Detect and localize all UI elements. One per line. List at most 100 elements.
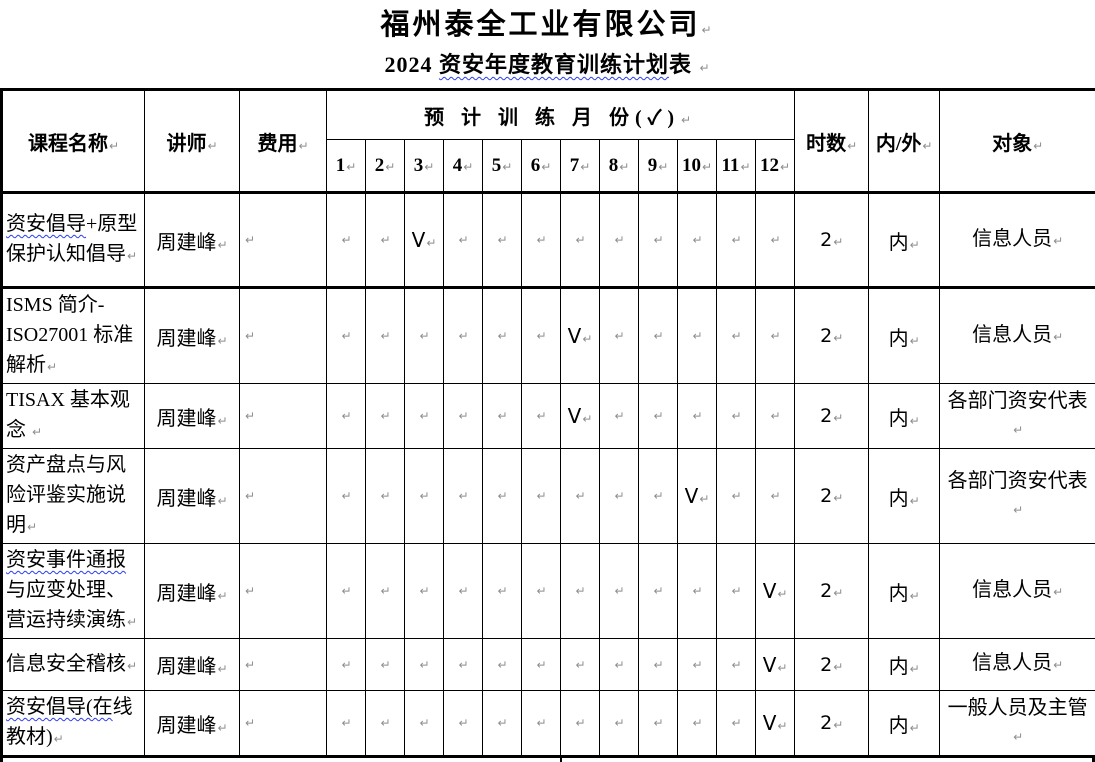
audience-cell: 一般人员及主管↵	[940, 691, 1095, 757]
paragraph-mark: ↵	[244, 716, 255, 730]
paragraph-mark: ↵	[535, 233, 546, 247]
paragraph-mark: ↵	[126, 659, 137, 673]
hours-value: 2	[820, 405, 832, 427]
paragraph-mark: ↵	[730, 409, 741, 423]
paragraph-mark: ↵	[909, 589, 920, 603]
lecturer-name: 周建峰	[156, 715, 216, 737]
paragraph-mark: ↵	[613, 584, 624, 598]
month-cell-3: V↵	[405, 193, 444, 288]
in-out-value: 内	[889, 715, 909, 737]
audience-value: 信息人员	[972, 652, 1052, 674]
paragraph-mark: ↵	[1032, 139, 1043, 153]
month-cell-4: ↵	[444, 691, 483, 757]
month-cell-5: ↵	[483, 691, 522, 757]
paragraph-mark: ↵	[1012, 730, 1023, 744]
fee-cell: ↵	[240, 384, 327, 449]
paragraph-mark: ↵	[832, 235, 843, 249]
paragraph-mark: ↵	[501, 160, 512, 174]
month-cell-1: ↵	[327, 544, 366, 639]
paragraph-mark: ↵	[701, 160, 712, 174]
header-month-3: 3↵	[405, 140, 444, 193]
paragraph-mark: ↵	[691, 329, 702, 343]
fee-cell: ↵	[240, 691, 327, 757]
month-cell-3: ↵	[405, 384, 444, 449]
paragraph-mark: ↵	[680, 113, 697, 127]
paragraph-mark: ↵	[340, 409, 351, 423]
course-cell: 资产盘点与风险评鉴实施说明↵	[2, 449, 145, 544]
month-cell-9: ↵	[639, 449, 678, 544]
paragraph-mark: ↵	[698, 492, 709, 506]
month-cell-10: V↵	[678, 449, 717, 544]
paragraph-mark: ↵	[698, 61, 710, 75]
paragraph-mark: ↵	[652, 658, 663, 672]
month-cell-8: ↵	[600, 449, 639, 544]
paragraph-mark: ↵	[418, 716, 429, 730]
paragraph-mark: ↵	[244, 233, 255, 247]
month-cell-12: V↵	[756, 639, 795, 691]
paragraph-mark: ↵	[216, 414, 227, 428]
paragraph-mark: ↵	[379, 409, 390, 423]
header-in-out: 内/外↵	[869, 90, 940, 193]
month-cell-3: ↵	[405, 288, 444, 384]
paragraph-mark: ↵	[297, 139, 308, 153]
month-cell-12: ↵	[756, 384, 795, 449]
in-out-value: 内	[889, 656, 909, 678]
paragraph-mark: ↵	[31, 425, 42, 439]
lecturer-name: 周建峰	[156, 408, 216, 430]
company-title-text: 福州泰全工业有限公司	[380, 9, 700, 41]
header-month-9: 9↵	[639, 140, 678, 193]
month-cell-1: ↵	[327, 639, 366, 691]
paragraph-mark: ↵	[776, 587, 787, 601]
hours-cell: 2↵	[795, 449, 869, 544]
paragraph-mark: ↵	[909, 721, 920, 735]
hours-cell: 2↵	[795, 193, 869, 288]
month-cell-11: ↵	[717, 639, 756, 691]
paragraph-mark: ↵	[457, 409, 468, 423]
lecturer-cell: 周建峰↵	[145, 544, 240, 639]
paragraph-mark: ↵	[613, 409, 624, 423]
month-cell-9: ↵	[639, 639, 678, 691]
header-month-6: 6↵	[522, 140, 561, 193]
text-segment: ISMS 简介-ISO27001 标准解析	[6, 294, 133, 376]
hours-value: 2	[820, 325, 832, 347]
paragraph-mark: ↵	[457, 329, 468, 343]
month-number: 12	[760, 155, 779, 176]
in-out-value: 内	[889, 408, 909, 430]
paragraph-mark: ↵	[535, 658, 546, 672]
paragraph-mark: ↵	[418, 329, 429, 343]
in-out-value: 内	[889, 583, 909, 605]
paragraph-mark: ↵	[535, 409, 546, 423]
paragraph-mark: ↵	[730, 584, 741, 598]
paragraph-mark: ↵	[216, 334, 227, 348]
paragraph-mark: ↵	[379, 489, 390, 503]
paragraph-mark: ↵	[574, 233, 585, 247]
hours-cell: 2↵	[795, 384, 869, 449]
month-number: 8	[609, 155, 619, 176]
audience-value: 各部门资安代表	[948, 390, 1088, 412]
month-cell-5: ↵	[483, 639, 522, 691]
paragraph-mark: ↵	[730, 233, 741, 247]
paragraph-mark: ↵	[462, 160, 473, 174]
month-cell-1: ↵	[327, 288, 366, 384]
hours-cell: 2↵	[795, 691, 869, 757]
month-number: 3	[414, 155, 424, 176]
paragraph-mark: ↵	[535, 584, 546, 598]
paragraph-mark: ↵	[340, 233, 351, 247]
month-cell-2: ↵	[366, 639, 405, 691]
hours-value: 2	[820, 485, 832, 507]
month-number: 6	[531, 155, 541, 176]
paragraph-mark: ↵	[574, 584, 585, 598]
audience-cell: 各部门资安代表↵	[940, 449, 1095, 544]
month-cell-4: ↵	[444, 639, 483, 691]
month-cell-6: ↵	[522, 193, 561, 288]
month-cell-3: ↵	[405, 449, 444, 544]
month-cell-5: ↵	[483, 544, 522, 639]
header-fee: 费用↵	[240, 90, 327, 193]
lecturer-name: 周建峰	[156, 488, 216, 510]
month-cell-12: ↵	[756, 193, 795, 288]
paragraph-mark: ↵	[652, 409, 663, 423]
company-title: 福州泰全工业有限公司↵	[0, 0, 1095, 48]
paragraph-mark: ↵	[779, 160, 790, 174]
month-number: 2	[375, 155, 385, 176]
header-lecturer: 讲师↵	[145, 90, 240, 193]
